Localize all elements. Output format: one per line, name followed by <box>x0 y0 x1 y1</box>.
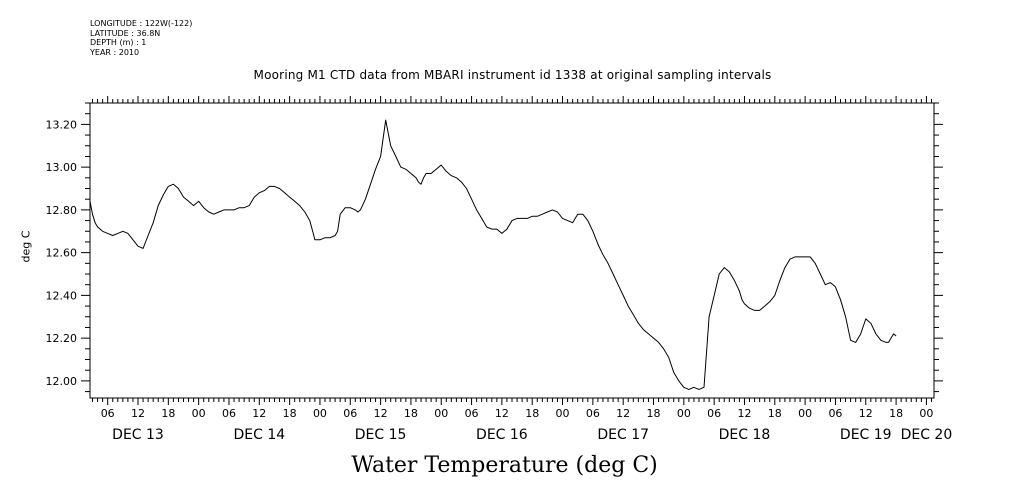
x-tick-label: 06 <box>828 407 842 420</box>
x-day-label: DEC 13 <box>112 427 164 443</box>
y-tick-label: 12.60 <box>46 247 78 260</box>
x-tick-label: 06 <box>465 407 479 420</box>
x-tick-label: 12 <box>131 407 145 420</box>
x-day-label: DEC 14 <box>233 427 285 443</box>
plot-frame <box>89 102 935 399</box>
x-tick-label: 00 <box>798 407 812 420</box>
x-day-label: DEC 20 <box>901 427 953 443</box>
x-tick-label: 12 <box>252 407 266 420</box>
x-tick-label: 00 <box>192 407 206 420</box>
x-tick-label: 00 <box>919 407 933 420</box>
y-tick-label: 13.20 <box>46 118 78 131</box>
depth-text: DEPTH (m) : 1 <box>90 38 147 47</box>
x-tick-label: 06 <box>707 407 721 420</box>
x-tick-label: 18 <box>525 407 539 420</box>
x-day-label: DEC 19 <box>840 427 892 443</box>
x-day-label: DEC 17 <box>597 427 649 443</box>
x-day-label: DEC 16 <box>476 427 528 443</box>
y-tick-label: 12.80 <box>46 204 78 217</box>
chart-title: Mooring M1 CTD data from MBARI instrumen… <box>253 68 772 82</box>
x-tick-label: 06 <box>343 407 357 420</box>
x-tick-label: 00 <box>677 407 691 420</box>
x-tick-label: 18 <box>889 407 903 420</box>
x-tick-label: 06 <box>101 407 115 420</box>
x-tick-label: 00 <box>556 407 570 420</box>
year-text: YEAR : 2010 <box>90 47 140 57</box>
x-tick-label: 12 <box>616 407 630 420</box>
x-tick-label: 12 <box>374 407 388 420</box>
x-tick-label: 12 <box>737 407 751 420</box>
metadata-block: LONGITUDE : 122W(-122) LATITUDE : 36.8N … <box>90 19 192 57</box>
x-tick-label: 12 <box>859 407 873 420</box>
y-tick-label: 12.00 <box>46 375 78 388</box>
latitude-text: LATITUDE : 36.8N <box>90 28 161 38</box>
longitude-text: LONGITUDE : 122W(-122) <box>90 19 193 28</box>
x-tick-label: 00 <box>313 407 327 420</box>
x-tick-label: 12 <box>495 407 509 420</box>
x-tick-label: 18 <box>647 407 661 420</box>
y-tick-label: 12.40 <box>46 289 78 302</box>
y-axis-label: deg C <box>19 230 33 263</box>
temperature-series-line <box>89 119 897 390</box>
x-day-label: DEC 18 <box>719 427 771 443</box>
x-tick-label: 06 <box>586 407 600 420</box>
x-tick-label: 06 <box>222 407 236 420</box>
x-tick-label: 18 <box>404 407 418 420</box>
y-tick-label: 13.00 <box>46 161 78 174</box>
x-tick-label: 18 <box>768 407 782 420</box>
x-axis-title: Water Temperature (deg C) <box>351 453 658 478</box>
y-tick-label: 12.20 <box>46 332 78 345</box>
x-day-label: DEC 15 <box>355 427 407 443</box>
x-tick-label: 18 <box>283 407 297 420</box>
x-tick-label: 18 <box>161 407 175 420</box>
x-tick-label: 00 <box>434 407 448 420</box>
